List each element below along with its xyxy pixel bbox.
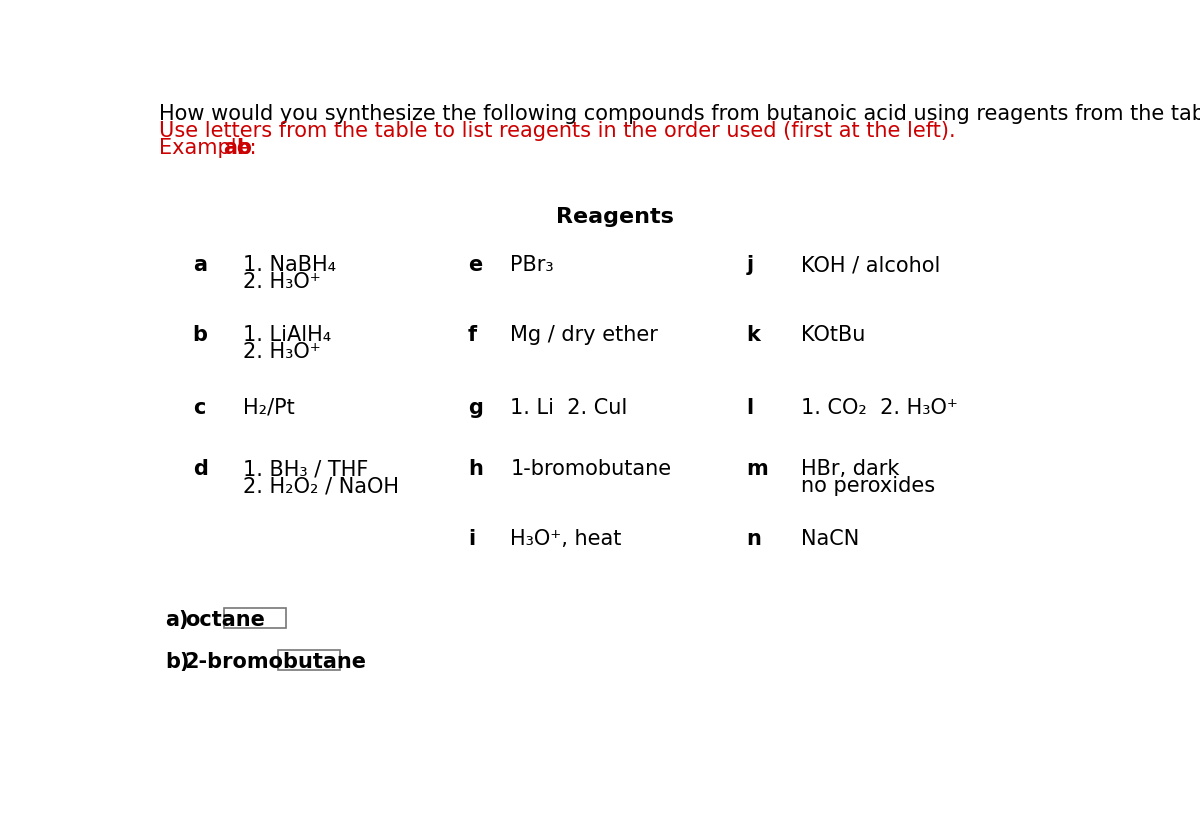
Text: 2. H₃O⁺: 2. H₃O⁺ <box>242 341 320 362</box>
Text: l: l <box>746 398 754 418</box>
Text: i: i <box>468 528 475 549</box>
Text: How would you synthesize the following compounds from butanoic acid using reagen: How would you synthesize the following c… <box>160 104 1200 124</box>
Text: Mg / dry ether: Mg / dry ether <box>510 324 659 345</box>
Text: g: g <box>468 398 482 418</box>
Text: h: h <box>468 459 482 480</box>
Text: 2. H₃O⁺: 2. H₃O⁺ <box>242 272 320 293</box>
Text: k: k <box>746 324 761 345</box>
Text: 2. H₂O₂ / NaOH: 2. H₂O₂ / NaOH <box>242 476 398 497</box>
Text: KOH / alcohol: KOH / alcohol <box>802 255 941 276</box>
Text: Reagents: Reagents <box>556 207 674 227</box>
Text: n: n <box>746 528 762 549</box>
Text: KOtBu: KOtBu <box>802 324 865 345</box>
Text: 1. CO₂  2. H₃O⁺: 1. CO₂ 2. H₃O⁺ <box>802 398 958 418</box>
Text: 1-bromobutane: 1-bromobutane <box>510 459 672 480</box>
FancyBboxPatch shape <box>223 608 286 628</box>
Text: PBr₃: PBr₃ <box>510 255 554 276</box>
Text: HBr, dark: HBr, dark <box>802 459 899 480</box>
Text: 1. Li  2. CuI: 1. Li 2. CuI <box>510 398 628 418</box>
Text: e: e <box>468 255 482 276</box>
Text: 1. LiAlH₄: 1. LiAlH₄ <box>242 324 331 345</box>
Text: no peroxides: no peroxides <box>802 476 935 497</box>
Text: 1. NaBH₄: 1. NaBH₄ <box>242 255 336 276</box>
Text: c: c <box>193 398 205 418</box>
Text: 2-bromobutane: 2-bromobutane <box>185 652 367 672</box>
Text: m: m <box>746 459 768 480</box>
Text: Example:: Example: <box>160 137 264 158</box>
Text: octane: octane <box>185 610 265 629</box>
Text: b): b) <box>166 652 190 672</box>
Text: j: j <box>746 255 754 276</box>
Text: H₃O⁺, heat: H₃O⁺, heat <box>510 528 622 549</box>
Text: a: a <box>193 255 206 276</box>
Text: 1. BH₃ / THF: 1. BH₃ / THF <box>242 459 368 480</box>
Text: a): a) <box>166 610 190 629</box>
Text: Use letters from the table to list reagents in the order used (first at the left: Use letters from the table to list reage… <box>160 120 956 141</box>
Text: NaCN: NaCN <box>802 528 859 549</box>
Text: d: d <box>193 459 208 480</box>
Text: b: b <box>193 324 208 345</box>
Text: f: f <box>468 324 476 345</box>
Text: H₂/Pt: H₂/Pt <box>242 398 295 418</box>
Text: ab: ab <box>223 137 252 158</box>
FancyBboxPatch shape <box>278 650 340 671</box>
